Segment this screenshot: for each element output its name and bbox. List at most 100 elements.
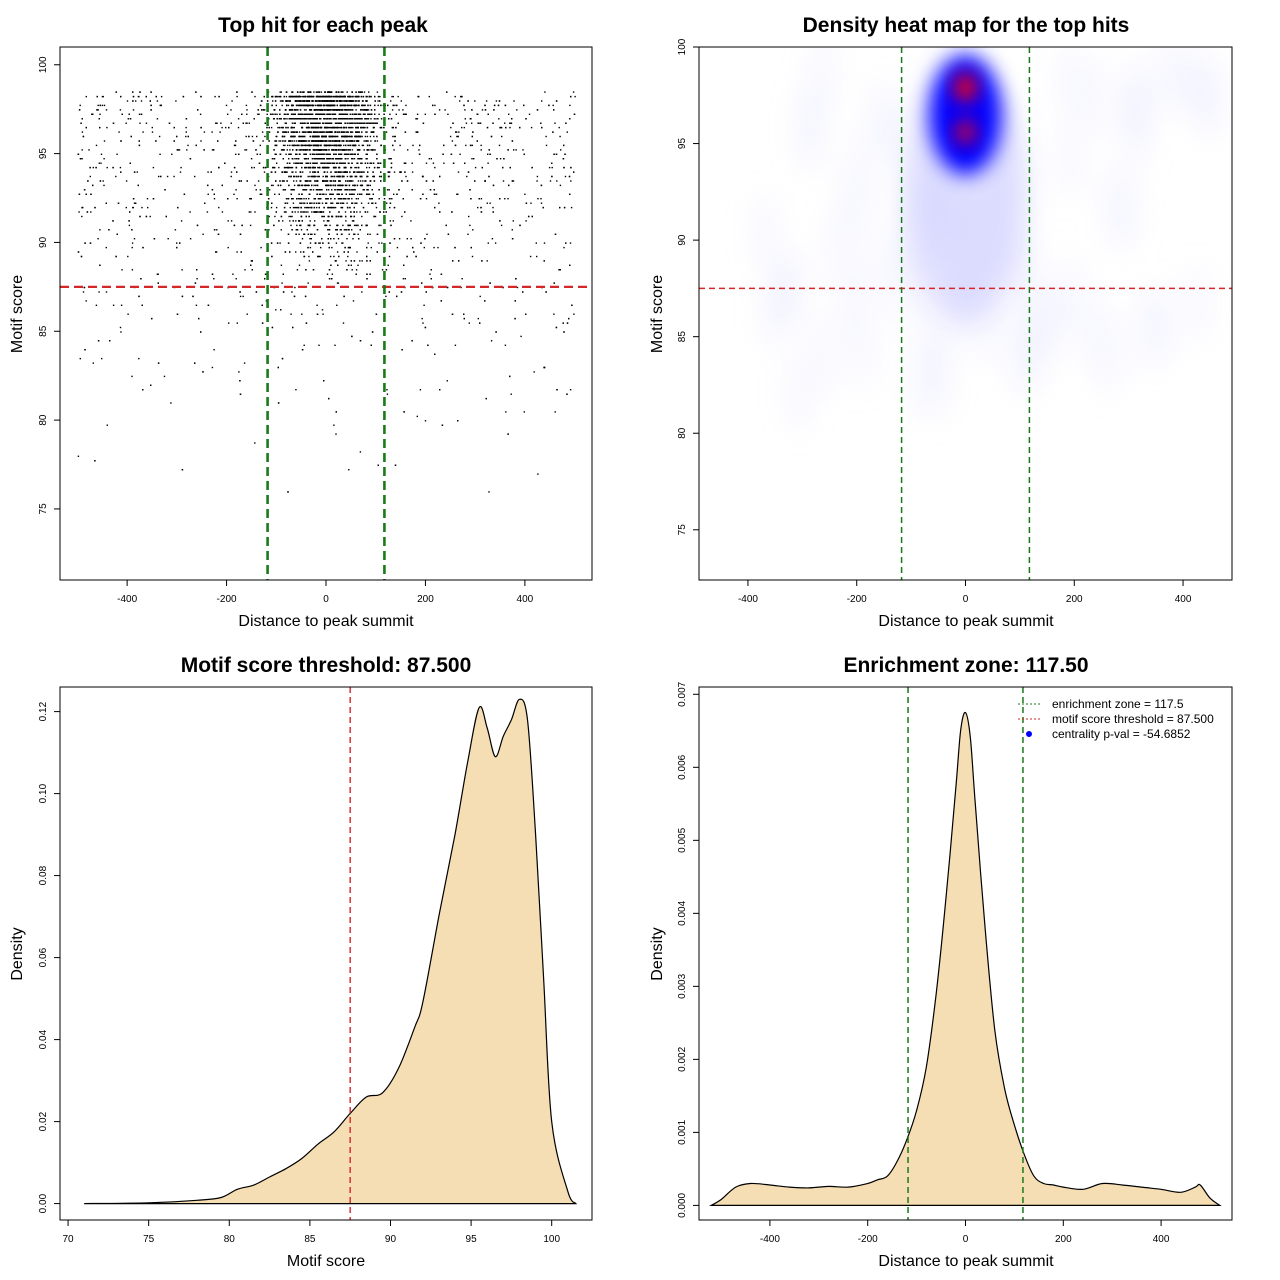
- scatter-point: [326, 126, 328, 129]
- scatter-point: [433, 189, 435, 191]
- scatter-point: [424, 113, 426, 115]
- scatter-point: [330, 171, 332, 173]
- scatter-point: [106, 424, 108, 426]
- scatter-point: [264, 273, 267, 275]
- scatter-point: [315, 202, 318, 204]
- scatter-point: [339, 100, 341, 102]
- scatter-point: [307, 122, 309, 124]
- scatter-point: [150, 104, 152, 107]
- scatter-point: [346, 109, 348, 111]
- scatter-point: [308, 140, 311, 142]
- scatter-point: [335, 91, 337, 93]
- scatter-point: [545, 135, 547, 138]
- scatter-point: [349, 113, 351, 115]
- scatter-point: [300, 198, 303, 200]
- scatter-point: [97, 340, 100, 342]
- scatter-point: [259, 189, 262, 191]
- scatter-point: [354, 166, 356, 169]
- scatter-point: [282, 291, 285, 293]
- scatter-point: [354, 184, 356, 187]
- scatter-point: [326, 180, 329, 182]
- scatter-point: [250, 158, 253, 160]
- scatter-point: [369, 162, 371, 164]
- scatter-point: [461, 278, 463, 280]
- scatter-point: [337, 224, 339, 227]
- scatter-point: [303, 233, 306, 235]
- scatter-point: [353, 206, 355, 209]
- scatter-point: [569, 264, 571, 266]
- scatter-point: [301, 349, 304, 351]
- scatter-point: [551, 162, 553, 164]
- scatter-point: [202, 233, 204, 235]
- scatter-point: [295, 140, 298, 142]
- scatter-point: [340, 113, 342, 115]
- scatter-point: [334, 189, 336, 191]
- scatter-point: [322, 113, 324, 115]
- scatter-point: [503, 158, 505, 160]
- scatter-point: [290, 140, 292, 142]
- scatter-point: [292, 144, 294, 147]
- scatter-point: [288, 100, 290, 102]
- scatter-point: [307, 282, 309, 284]
- scatter-point: [95, 166, 97, 169]
- scatter-point: [344, 113, 347, 115]
- scatter-point: [297, 198, 300, 200]
- scatter-point: [335, 411, 337, 413]
- scatter-point: [361, 175, 363, 178]
- scatter-point: [351, 113, 353, 115]
- scatter-point: [288, 118, 290, 120]
- scatter-point: [553, 282, 555, 284]
- scatter-point: [336, 282, 339, 284]
- scatter-point: [360, 91, 363, 93]
- scatter-point: [300, 162, 302, 164]
- scatter-point: [415, 131, 417, 133]
- scatter-point: [220, 122, 222, 124]
- scatter-point: [334, 144, 336, 147]
- scatter-point: [150, 384, 152, 386]
- scatter-point: [315, 135, 317, 138]
- scatter-point: [323, 135, 325, 138]
- scatter-point: [314, 242, 316, 244]
- scatter-point: [316, 162, 318, 164]
- scatter-point: [131, 242, 134, 244]
- scatter-point: [282, 158, 284, 160]
- scatter-point: [294, 109, 296, 111]
- scatter-point: [356, 184, 359, 187]
- scatter-point: [374, 113, 376, 115]
- scatter-point: [316, 193, 318, 195]
- scatter-point: [280, 91, 282, 93]
- scatter-point: [350, 215, 353, 218]
- scatter-point: [449, 135, 452, 138]
- scatter-point: [535, 242, 537, 244]
- scatter-point: [353, 113, 355, 115]
- scatter-point: [263, 95, 265, 98]
- scatter-point: [230, 109, 232, 111]
- scatter-point: [312, 153, 314, 155]
- scatter-point: [321, 202, 324, 204]
- scatter-point: [141, 304, 143, 306]
- scatter-point: [170, 402, 172, 404]
- scatter-point: [350, 215, 352, 218]
- scatter-point: [505, 411, 507, 413]
- scatter-point: [336, 233, 338, 235]
- scatter-point: [316, 126, 318, 129]
- scatter-point: [207, 171, 209, 173]
- scatter-point: [159, 153, 161, 155]
- scatter-point: [388, 291, 390, 293]
- scatter-point: [563, 144, 565, 147]
- scatter-point: [289, 100, 291, 102]
- scatter-point: [126, 100, 129, 102]
- scatter-point: [241, 224, 243, 227]
- scatter-point: [103, 104, 106, 107]
- scatter-point: [350, 180, 352, 182]
- scatter-point: [289, 166, 292, 169]
- scatter-point: [289, 162, 291, 164]
- scatter-point: [339, 189, 341, 191]
- scatter-point: [281, 282, 283, 284]
- scatter-point: [156, 100, 159, 102]
- scatter-point: [290, 166, 293, 169]
- scatter-point: [101, 357, 103, 360]
- scatter-point: [369, 122, 372, 124]
- scatter-point: [309, 113, 311, 115]
- scatter-point: [309, 202, 312, 204]
